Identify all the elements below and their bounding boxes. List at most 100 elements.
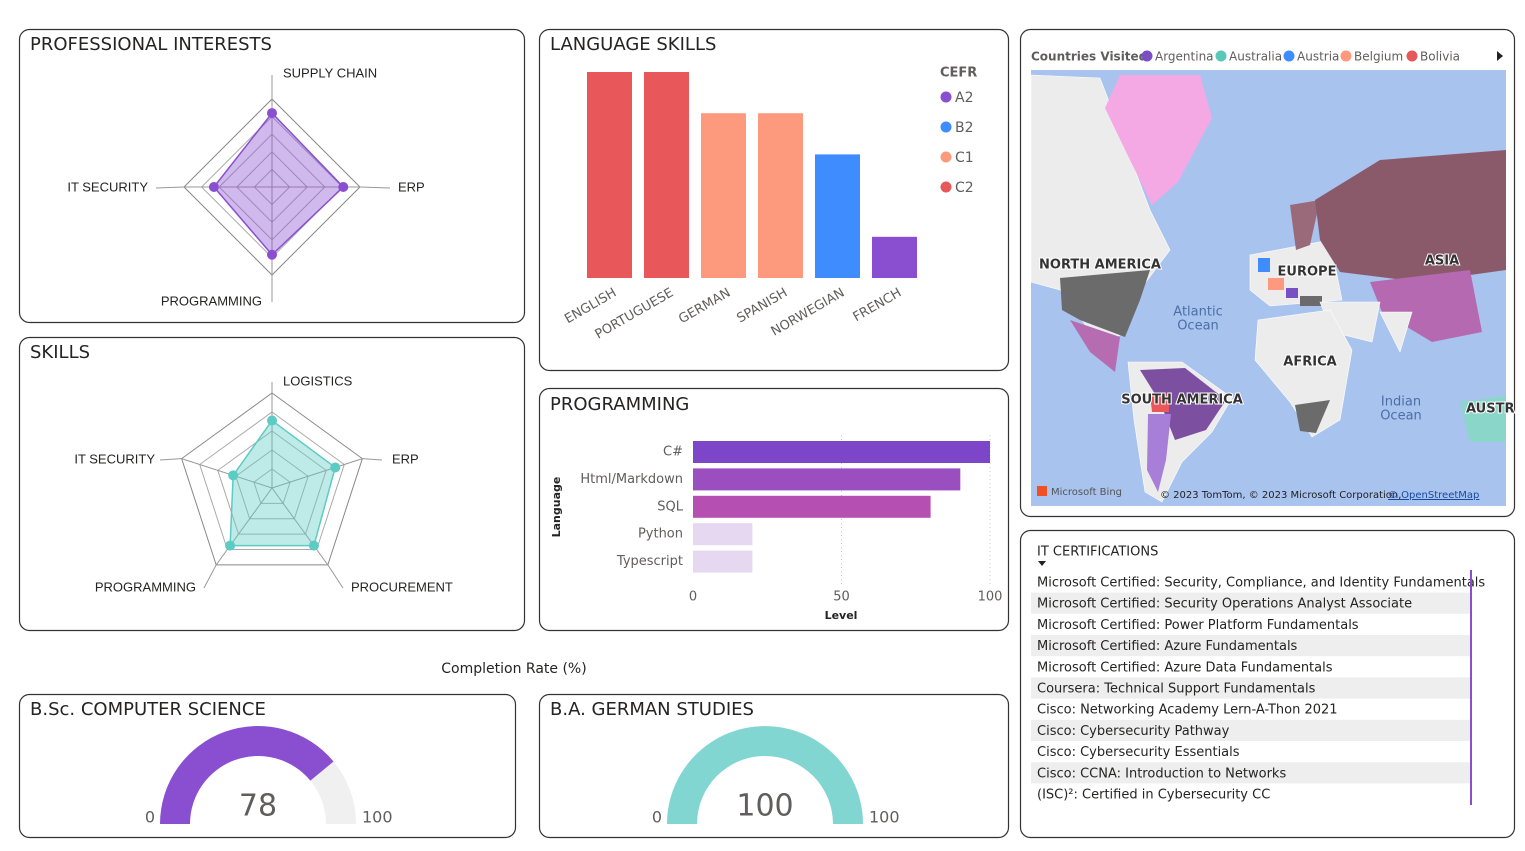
legend-swatch [940, 121, 952, 133]
radar-point [308, 540, 319, 551]
x-tick-label: 100 [978, 590, 1003, 605]
axis-label: IT SECURITY [74, 451, 155, 466]
bar [693, 495, 931, 518]
radar-point [228, 470, 239, 481]
axis-label: IT SECURITY [67, 179, 148, 194]
radar-ring [235, 449, 309, 520]
bar [701, 113, 746, 278]
panel-title: B.A. GERMAN STUDIES [550, 699, 754, 720]
map-ocean-label: Ocean [1380, 409, 1422, 424]
legend-arrow [1497, 51, 1503, 61]
land [1070, 320, 1120, 372]
panel [18, 693, 517, 839]
radar-ring [199, 411, 345, 550]
land [1295, 400, 1330, 433]
table-cell: Microsoft Certified: Azure Data Fundamen… [1037, 660, 1333, 675]
bar [693, 523, 753, 546]
sort-icon [1038, 561, 1046, 566]
legend-swatch [1283, 50, 1295, 62]
radar-axis [215, 487, 273, 566]
land [1379, 311, 1413, 353]
legend-title: CEFR [940, 66, 977, 81]
land [1140, 368, 1226, 440]
radar-point [338, 182, 349, 192]
y-tick-label: Typescript [616, 554, 683, 569]
table-cell: Microsoft Certified: Power Platform Fund… [1037, 618, 1359, 633]
x-axis-title: Level [825, 609, 858, 622]
map-region-label: NORTH AMERICA [1039, 258, 1161, 273]
radar-ring [181, 392, 363, 566]
panel-title: B.Sc. COMPUTER SCIENCE [30, 699, 266, 720]
legend-label: Belgium [1354, 50, 1403, 64]
legend-label: Argentina [1155, 50, 1214, 64]
map-region-label: SOUTH AMERICA [1121, 393, 1243, 408]
table-cell: Cisco: Networking Academy Lern-A-Thon 20… [1037, 703, 1338, 718]
table-cell: Cisco: Cybersecurity Pathway [1037, 724, 1230, 739]
land [1460, 396, 1506, 442]
land [1147, 414, 1171, 492]
bar [587, 72, 632, 278]
x-tick-label: 50 [833, 590, 850, 605]
table-cell: Cisco: Cybersecurity Essentials [1037, 745, 1240, 760]
legend-swatch [1141, 50, 1153, 62]
y-tick-label: Html/Markdown [580, 472, 683, 487]
legend-label: Australia [1229, 50, 1282, 64]
legend-label: C2 [955, 180, 974, 196]
label-leader [155, 186, 185, 189]
table-row-band [1031, 762, 1470, 784]
gauge-max: 100 [362, 808, 393, 827]
bar [693, 550, 753, 573]
gauge-min: 0 [145, 808, 155, 827]
legend-swatch [1215, 50, 1227, 62]
land [1290, 200, 1320, 250]
map-ocean-label: Ocean [1177, 319, 1219, 334]
legend-swatch [1406, 50, 1418, 62]
axis-label: SUPPLY CHAIN [283, 65, 377, 80]
y-tick-label: Python [638, 527, 683, 542]
bar [758, 113, 803, 278]
land [1315, 150, 1506, 282]
radar-point [267, 108, 277, 119]
map-region-label: ASIA [1425, 254, 1459, 269]
y-tick-label: C# [663, 445, 683, 460]
land [1286, 288, 1298, 298]
map-legend-title: Countries Visited [1031, 50, 1147, 64]
label-leader [159, 458, 182, 461]
gauge-value-label: 100 [736, 789, 793, 824]
axis-label: PROGRAMMING [95, 579, 196, 594]
axis-label: ERP [392, 451, 419, 466]
panel-title: SKILLS [30, 342, 90, 363]
radar-point [225, 540, 236, 551]
legend-swatch [940, 151, 952, 163]
axis-label: ERP [398, 179, 425, 194]
x-tick-label: 0 [689, 590, 697, 605]
bar [644, 72, 689, 278]
legend-label: A2 [955, 90, 973, 106]
radar-axis [271, 487, 329, 566]
legend-label: Austria [1297, 50, 1339, 64]
table-title: IT CERTIFICATIONS [1037, 545, 1158, 560]
panel-title: PROGRAMMING [550, 394, 689, 415]
map-region-label: EUROPE [1278, 265, 1337, 280]
radar-point [208, 182, 219, 192]
legend-label: B2 [955, 120, 974, 136]
gauge-value [160, 726, 334, 824]
map-attribution-link: © OpenStreetMap [1388, 490, 1479, 501]
radar-axis [181, 458, 273, 489]
map [1030, 51, 1506, 506]
label-leader [203, 564, 217, 589]
map-provider: Microsoft Bing [1051, 487, 1122, 498]
gauge-caption: Completion Rate (%) [441, 661, 586, 677]
table-row-band [1031, 635, 1470, 657]
land [1370, 270, 1482, 342]
table-cell: Microsoft Certified: Security, Complianc… [1037, 576, 1485, 591]
y-axis-title: Language [550, 477, 563, 538]
map-region-label: AUSTR [1466, 402, 1514, 417]
axis-label: PROCUREMENT [351, 579, 453, 594]
y-tick-label: SQL [657, 499, 683, 514]
bar [872, 236, 917, 278]
panel [538, 693, 1010, 839]
radar-point [267, 415, 277, 426]
map-attribution: © 2023 TomTom, © 2023 Microsoft Corporat… [1160, 490, 1401, 501]
